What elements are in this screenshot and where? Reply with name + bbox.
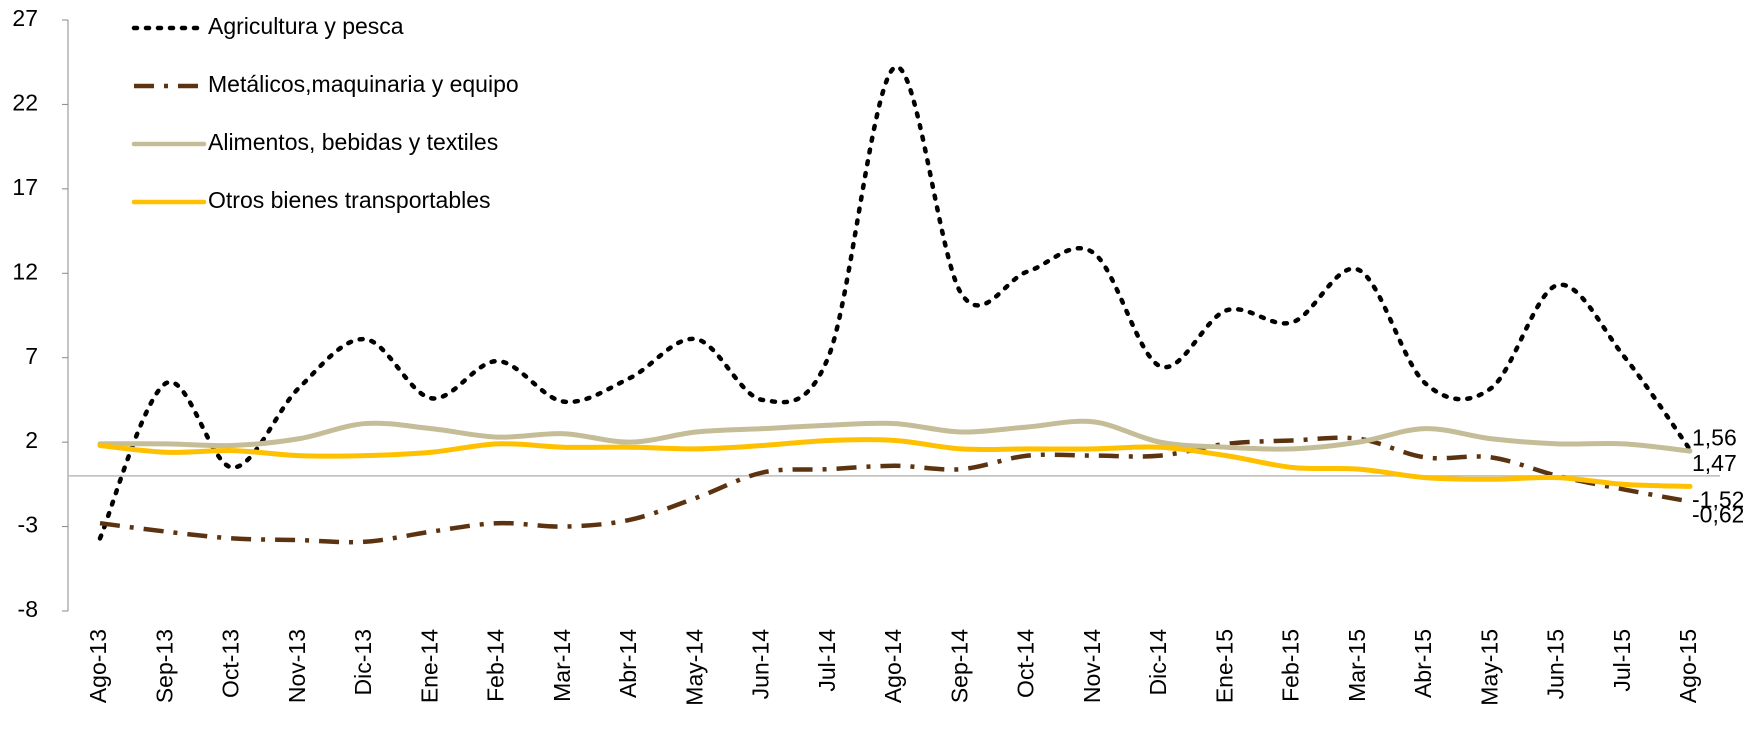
value-label: 1,56 [1692, 425, 1737, 451]
x-tick-label: Ago-14 [880, 629, 906, 703]
x-tick-label: Sep-13 [151, 629, 177, 703]
x-tick-label: Jun-14 [748, 629, 774, 700]
x-tick-label: Dic-14 [1145, 629, 1171, 696]
y-tick-label: -3 [18, 512, 38, 538]
x-tick-label: Ene-14 [416, 629, 442, 703]
x-tick-label: Mar-15 [1344, 629, 1370, 702]
legend-label: Agricultura y pesca [208, 13, 404, 39]
legend-label: Alimentos, bebidas y textiles [208, 129, 498, 155]
series-line [99, 435, 1691, 545]
y-tick-label: 2 [25, 427, 38, 453]
legend-label: Metálicos,maquinaria y equipo [208, 71, 519, 97]
x-tick-label: Nov-14 [1079, 629, 1105, 703]
x-tick-label: Feb-14 [483, 629, 509, 702]
y-tick-label: 27 [12, 5, 38, 31]
x-tick-label: Ago-13 [85, 629, 111, 703]
x-tick-label: Jun-15 [1543, 629, 1569, 699]
x-tick-label: Dic-13 [350, 629, 376, 695]
y-tick-label: 17 [12, 174, 38, 200]
y-tick-label: 12 [12, 258, 38, 284]
x-tick-label: Sep-14 [946, 629, 972, 703]
legend-label: Otros bienes transportables [208, 187, 491, 213]
y-tick-label: 7 [25, 343, 38, 369]
x-tick-label: Feb-15 [1278, 629, 1304, 702]
x-tick-label: Jul-14 [814, 629, 840, 692]
value-label: 1,47 [1692, 450, 1737, 476]
x-tick-label: Jul-15 [1609, 629, 1635, 692]
x-tick-label: Mar-14 [549, 629, 575, 702]
y-tick-label: 22 [12, 90, 38, 116]
x-tick-label: Ago-15 [1675, 629, 1701, 703]
x-tick-label: Oct-14 [1013, 629, 1039, 698]
value-label: -1,52 [1692, 487, 1743, 513]
series-line [97, 418, 1693, 454]
x-tick-label: Abr-15 [1410, 629, 1436, 698]
x-tick-label: May-14 [681, 629, 707, 706]
x-tick-label: Ene-15 [1211, 629, 1237, 703]
series-line [97, 437, 1693, 489]
x-tick-label: Abr-14 [615, 629, 641, 698]
x-tick-label: May-15 [1476, 629, 1502, 706]
x-tick-label: Oct-13 [218, 629, 244, 698]
y-tick-label: -8 [18, 596, 38, 622]
value-label: -0,62 [1692, 501, 1743, 527]
x-tick-label: Nov-13 [284, 629, 310, 703]
